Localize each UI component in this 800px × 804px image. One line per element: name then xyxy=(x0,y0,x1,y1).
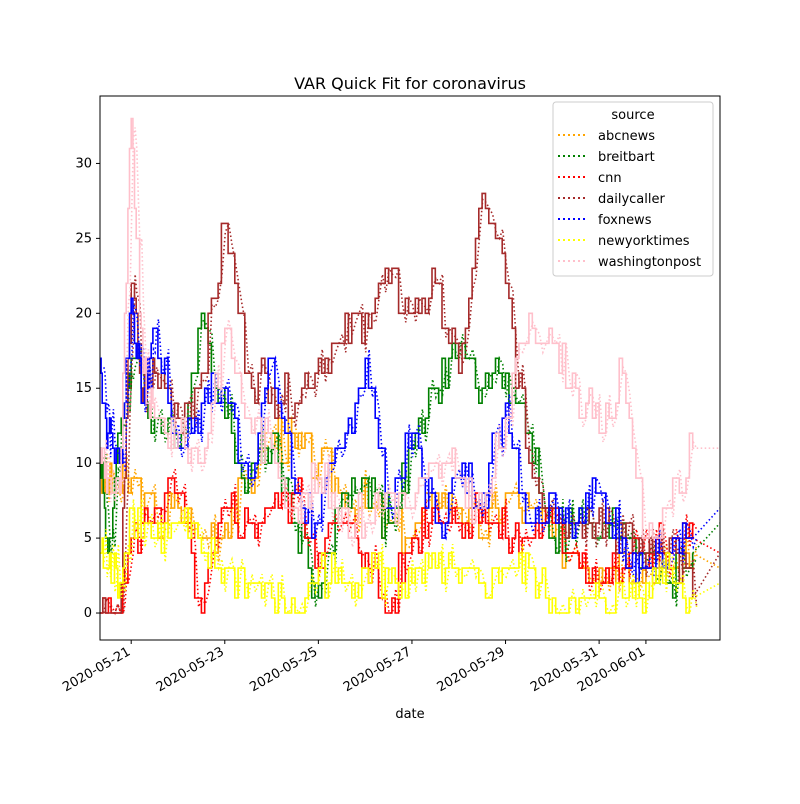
series-forecast-breitbart xyxy=(692,522,720,554)
legend-label-foxnews: foxnews xyxy=(598,213,652,228)
series-line-newyorktimes xyxy=(100,507,693,614)
y-tick-label: 15 xyxy=(75,381,92,396)
series-fit-dailycaller xyxy=(103,197,698,614)
x-tick-label: 2020-05-23 xyxy=(154,644,227,695)
series-forecast-foxnews xyxy=(692,507,720,539)
x-axis-label: date xyxy=(395,707,424,722)
x-tick-label: 2020-05-27 xyxy=(341,644,414,695)
series-forecast-abcnews xyxy=(692,552,720,569)
series-line-foxnews xyxy=(100,297,693,584)
series-line-breitbart xyxy=(100,312,694,599)
series-layer xyxy=(100,117,720,616)
y-tick-label: 25 xyxy=(75,231,92,246)
x-tick-label: 2020-05-25 xyxy=(247,644,320,695)
legend-box xyxy=(552,101,714,277)
y-tick-label: 5 xyxy=(84,531,92,546)
series-fit-abcnews xyxy=(103,415,698,593)
series-fit-foxnews xyxy=(103,301,698,581)
legend-label-breitbart: breitbart xyxy=(598,150,655,165)
series-line-washingtonpost xyxy=(100,117,694,539)
x-tick-label: 2020-05-29 xyxy=(435,644,508,695)
legend-label-abcnews: abcnews xyxy=(598,129,655,144)
legend-title: source xyxy=(611,108,654,123)
chart-title: VAR Quick Fit for coronavirus xyxy=(294,74,526,93)
series-forecast-dailycaller xyxy=(692,552,720,599)
legend-label-dailycaller: dailycaller xyxy=(598,192,665,207)
legend-label-newyorktimes: newyorktimes xyxy=(598,234,690,249)
legend: source abcnews breitbart cnn dailycaller fox… xyxy=(552,101,714,277)
legend-label-cnn: cnn xyxy=(598,171,622,186)
series-forecast-newyorktimes xyxy=(692,582,720,599)
series-forecast-cnn xyxy=(692,537,720,554)
series-line-abcnews xyxy=(100,417,694,584)
y-tick-label: 20 xyxy=(75,306,92,321)
plot-frame xyxy=(99,95,721,641)
series-line-dailycaller xyxy=(100,192,694,614)
legend-label-washingtonpost: washingtonpost xyxy=(598,255,701,270)
series-fit-cnn xyxy=(103,468,698,616)
x-tick-label: 2020-05-21 xyxy=(60,644,133,695)
y-axis: 0 5 10 15 20 25 30 xyxy=(75,156,100,621)
y-tick-label: 10 xyxy=(75,456,92,471)
x-axis: 2020-05-21 2020-05-23 2020-05-25 2020-05-27… xyxy=(60,640,648,695)
y-tick-label: 30 xyxy=(75,156,92,171)
series-fit-newyorktimes xyxy=(103,499,698,616)
y-tick-label: 0 xyxy=(84,606,92,621)
